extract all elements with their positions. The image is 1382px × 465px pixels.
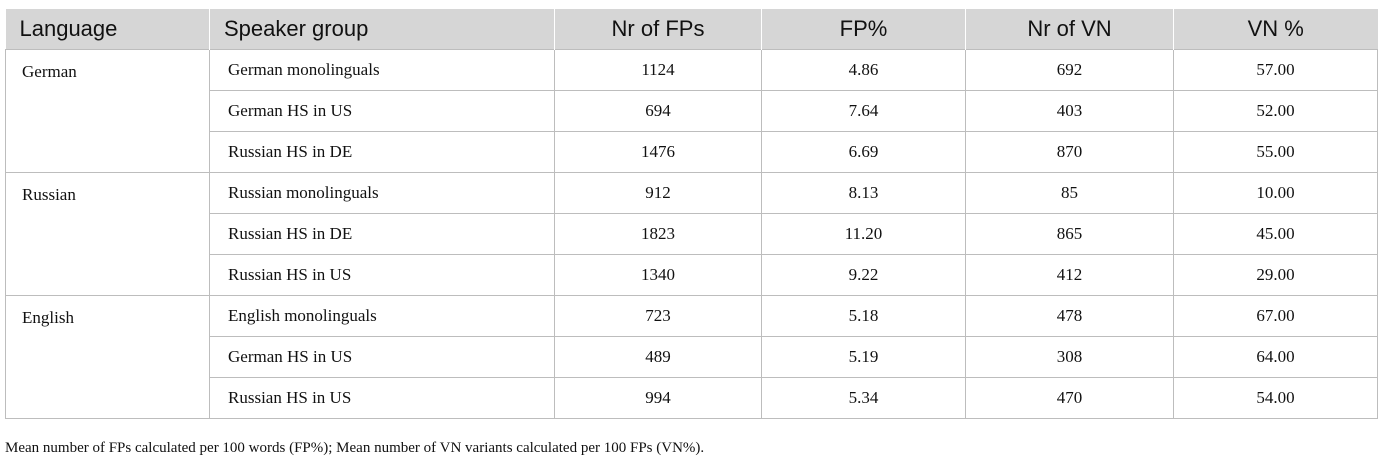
nr-vn-cell: 85	[965, 172, 1174, 214]
nr-fps-cell: 1823	[554, 213, 762, 255]
table-footnote: Mean number of FPs calculated per 100 wo…	[5, 440, 705, 456]
table-row: Russian HS in DE 1823 11.20 865 45.00	[6, 213, 1378, 255]
speaker-group-cell: Russian HS in DE	[209, 213, 555, 255]
column-header-fp-percent: FP%	[761, 9, 966, 50]
nr-fps-cell: 1476	[554, 131, 762, 173]
vn-percent-cell: 55.00	[1173, 131, 1378, 173]
fp-percent-cell: 5.34	[761, 377, 966, 419]
speaker-group-cell: German HS in US	[209, 336, 555, 378]
vn-percent-cell: 64.00	[1173, 336, 1378, 378]
table-row: German HS in US 694 7.64 403 52.00	[6, 90, 1378, 132]
nr-vn-cell: 412	[965, 254, 1174, 296]
fp-percent-cell: 6.69	[761, 131, 966, 173]
nr-fps-cell: 694	[554, 90, 762, 132]
column-header-vn-percent: VN %	[1173, 9, 1378, 50]
speaker-group-cell: English monolinguals	[209, 295, 555, 337]
language-cell: German	[5, 49, 210, 173]
nr-fps-cell: 723	[554, 295, 762, 337]
table-row: Russian HS in US 1340 9.22 412 29.00	[6, 254, 1378, 296]
vn-percent-cell: 67.00	[1173, 295, 1378, 337]
speaker-group-cell: German HS in US	[209, 90, 555, 132]
vn-percent-cell: 57.00	[1173, 49, 1378, 91]
fp-percent-cell: 5.19	[761, 336, 966, 378]
speaker-group-cell: German monolinguals	[209, 49, 555, 91]
speaker-group-cell: Russian monolinguals	[209, 172, 555, 214]
vn-percent-cell: 29.00	[1173, 254, 1378, 296]
nr-fps-cell: 489	[554, 336, 762, 378]
table-row: Russian HS in DE 1476 6.69 870 55.00	[6, 131, 1378, 173]
nr-fps-cell: 1124	[554, 49, 762, 91]
nr-vn-cell: 308	[965, 336, 1174, 378]
nr-vn-cell: 470	[965, 377, 1174, 419]
vn-percent-cell: 52.00	[1173, 90, 1378, 132]
table-row: Russian HS in US 994 5.34 470 54.00	[6, 377, 1378, 419]
data-table: Language Speaker group Nr of FPs FP% Nr …	[5, 9, 1378, 419]
nr-vn-cell: 870	[965, 131, 1174, 173]
fp-percent-cell: 5.18	[761, 295, 966, 337]
vn-percent-cell: 54.00	[1173, 377, 1378, 419]
nr-vn-cell: 692	[965, 49, 1174, 91]
nr-fps-cell: 1340	[554, 254, 762, 296]
table-row: German German monolinguals 1124 4.86 692…	[5, 49, 1378, 173]
language-cell: English	[5, 295, 210, 419]
fp-percent-cell: 9.22	[761, 254, 966, 296]
language-cell: Russian	[5, 172, 210, 296]
header-row: Language Speaker group Nr of FPs FP% Nr …	[5, 9, 1378, 50]
column-header-nr-of-vn: Nr of VN	[965, 9, 1174, 50]
column-header-nr-of-fps: Nr of FPs	[554, 9, 762, 50]
speaker-group-cell: Russian HS in US	[209, 254, 555, 296]
nr-vn-cell: 865	[965, 213, 1174, 255]
vn-percent-cell: 45.00	[1173, 213, 1378, 255]
table-row: Russian Russian monolinguals 912 8.13 85…	[5, 172, 1378, 296]
speaker-group-cell: Russian HS in DE	[209, 131, 555, 173]
nr-fps-cell: 912	[554, 172, 762, 214]
fp-percent-cell: 4.86	[761, 49, 966, 91]
vn-percent-cell: 10.00	[1173, 172, 1378, 214]
table-row: German HS in US 489 5.19 308 64.00	[6, 336, 1378, 378]
table-header: Language Speaker group Nr of FPs FP% Nr …	[5, 9, 1378, 50]
fp-percent-cell: 11.20	[761, 213, 966, 255]
nr-fps-cell: 994	[554, 377, 762, 419]
column-header-speaker-group: Speaker group	[209, 9, 555, 50]
fp-percent-cell: 7.64	[761, 90, 966, 132]
data-table-container: Language Speaker group Nr of FPs FP% Nr …	[5, 9, 1378, 419]
table-row: English English monolinguals 723 5.18 47…	[5, 295, 1378, 419]
nr-vn-cell: 478	[965, 295, 1174, 337]
column-header-language: Language	[5, 9, 210, 50]
fp-percent-cell: 8.13	[761, 172, 966, 214]
nr-vn-cell: 403	[965, 90, 1174, 132]
table-body: German German monolinguals 1124 4.86 692…	[5, 49, 1378, 419]
speaker-group-cell: Russian HS in US	[209, 377, 555, 419]
